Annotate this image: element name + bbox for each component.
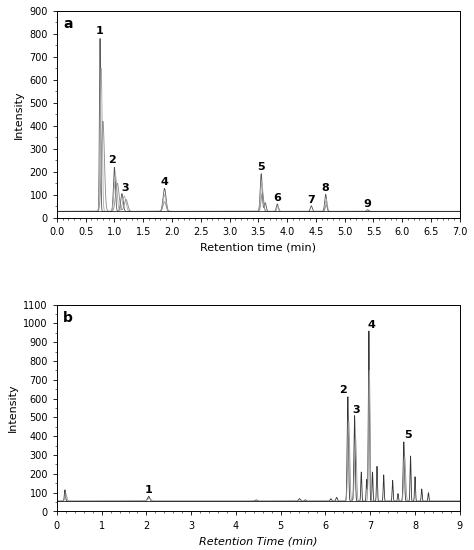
Text: 6: 6 [273, 193, 281, 203]
Text: 2: 2 [339, 386, 347, 395]
X-axis label: Retention time (min): Retention time (min) [201, 243, 316, 252]
X-axis label: Retention Time (min): Retention Time (min) [199, 536, 318, 546]
Text: 7: 7 [308, 195, 315, 205]
Text: 4: 4 [161, 177, 168, 186]
Text: 2: 2 [108, 156, 116, 166]
Text: 9: 9 [364, 199, 372, 208]
Text: 5: 5 [404, 431, 412, 441]
Text: 8: 8 [322, 183, 329, 193]
Text: 3: 3 [353, 405, 360, 415]
Text: 5: 5 [257, 162, 265, 172]
Text: a: a [63, 17, 73, 31]
Text: 1: 1 [96, 26, 104, 36]
Text: 4: 4 [367, 320, 375, 329]
Y-axis label: Intensity: Intensity [14, 90, 24, 139]
Text: 1: 1 [145, 485, 153, 495]
Y-axis label: Intensity: Intensity [8, 384, 18, 432]
Text: b: b [63, 311, 73, 325]
Text: 3: 3 [121, 183, 129, 192]
